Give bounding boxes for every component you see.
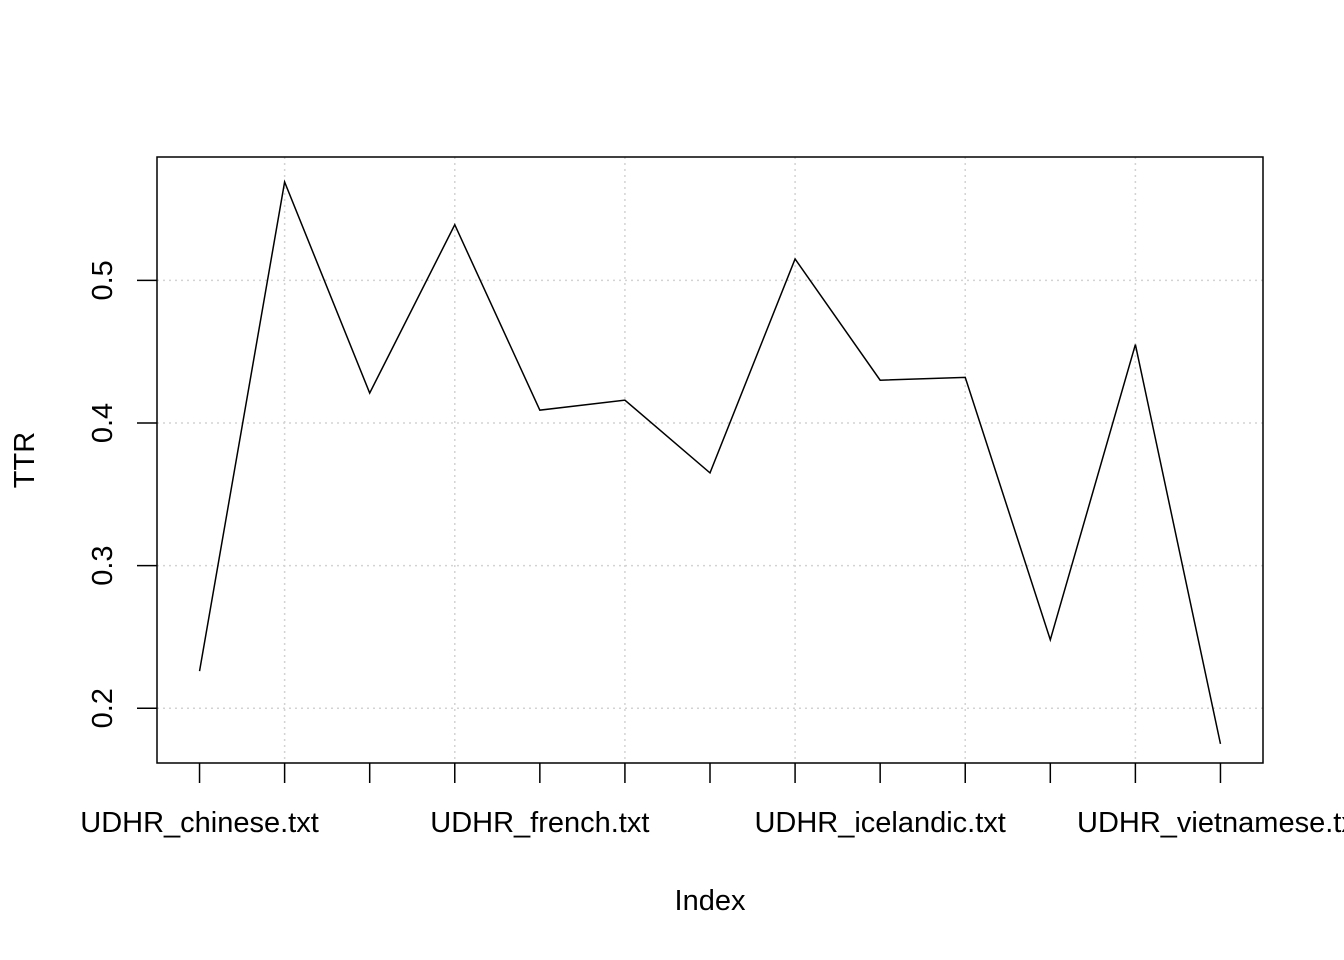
grid-lines xyxy=(157,157,1263,763)
y-tick-label: 0.3 xyxy=(87,545,119,585)
y-tick-label: 0.5 xyxy=(87,260,119,300)
y-tick-label: 0.2 xyxy=(87,688,119,728)
x-axis: UDHR_chinese.txt UDHR_french.txt UDHR_icel… xyxy=(80,763,1344,839)
series-line xyxy=(198,179,1222,745)
x-tick-label: UDHR_icelandic.txt xyxy=(754,807,1005,839)
series-layer xyxy=(198,179,1222,745)
y-axis: 0.2 0.3 0.4 0.5 xyxy=(87,260,157,728)
x-axis-title: Index xyxy=(675,885,746,917)
x-tick-label: UDHR_vietnamese.txt xyxy=(1077,807,1344,839)
x-tick-label: UDHR_chinese.txt xyxy=(80,807,319,839)
y-tick-label: 0.4 xyxy=(87,403,119,443)
x-tick-label: UDHR_french.txt xyxy=(430,807,649,839)
plot-frame xyxy=(156,156,1264,764)
y-axis-title: TTR xyxy=(9,432,41,488)
